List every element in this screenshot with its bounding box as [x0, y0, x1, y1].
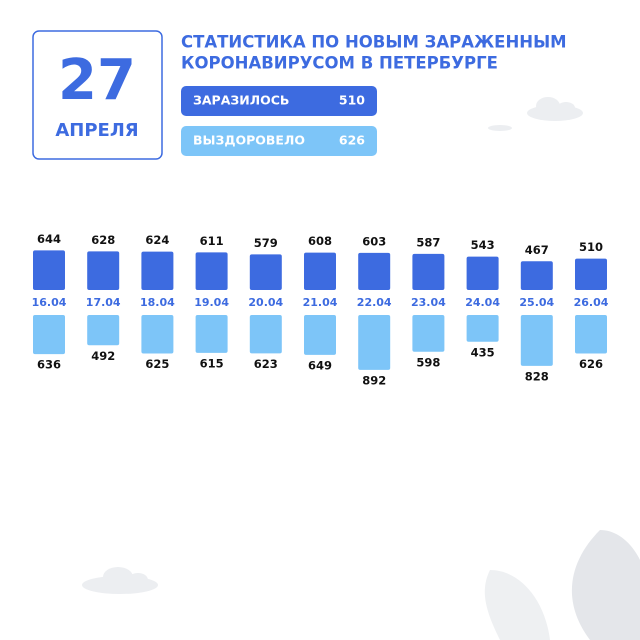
bar [195, 315, 228, 353]
value-label: 587 [416, 235, 440, 249]
bar [141, 315, 174, 354]
x-tick-label: 22.04 [357, 296, 392, 309]
value-label: 579 [254, 236, 278, 250]
value-label: 636 [37, 358, 61, 372]
legend-pill [181, 86, 377, 116]
bar [412, 315, 445, 352]
bar [575, 258, 607, 290]
legend-label: ЗАРАЗИЛОСЬ [193, 93, 289, 108]
legend-label: ВЫЗДОРОВЕЛО [193, 133, 305, 148]
bar [195, 252, 228, 290]
bar [304, 315, 336, 355]
value-label: 598 [416, 355, 440, 369]
value-label: 608 [308, 234, 332, 248]
value-label: 492 [91, 349, 115, 363]
x-tick-label: 16.04 [32, 296, 67, 309]
value-label: 628 [91, 233, 115, 247]
bar [412, 253, 445, 290]
bar [520, 261, 553, 290]
x-tick-label: 17.04 [86, 296, 121, 309]
legend-pill [181, 126, 377, 156]
bar [249, 254, 282, 290]
value-label: 623 [254, 357, 278, 371]
value-label: 543 [471, 238, 495, 252]
bar [358, 252, 391, 290]
bar [33, 315, 65, 355]
value-label: 828 [525, 369, 549, 383]
value-label: 625 [145, 357, 169, 371]
bar [141, 251, 174, 290]
bar [33, 250, 65, 290]
legend-value: 626 [339, 133, 365, 148]
value-label: 467 [525, 243, 549, 257]
plot: 16.04 644 636 17.04 628 492 18.04 624 625 19.04 61… [32, 232, 609, 387]
clouds [82, 97, 583, 594]
x-tick-label: 21.04 [303, 296, 338, 309]
x-tick-label: 26.04 [574, 296, 609, 309]
date-month: АПРЕЛЯ [55, 120, 138, 141]
x-tick-label: 20.04 [248, 296, 283, 309]
value-label: 624 [145, 233, 169, 247]
x-tick-label: 25.04 [519, 296, 554, 309]
value-label: 611 [200, 234, 224, 248]
bar [575, 315, 607, 354]
value-label: 435 [471, 345, 495, 359]
bar [520, 315, 553, 366]
bar [466, 256, 499, 290]
value-label: 603 [362, 234, 386, 248]
x-tick-label: 23.04 [411, 296, 446, 309]
value-label: 510 [579, 240, 603, 254]
value-label: 644 [37, 232, 61, 246]
date-day: 27 [58, 48, 136, 113]
value-label: 615 [200, 356, 224, 370]
title-line: КОРОНАВИРУСОМ В ПЕТЕРБУРГЕ [181, 54, 498, 73]
bar [87, 251, 120, 290]
x-tick-label: 18.04 [140, 296, 175, 309]
value-label: 649 [308, 358, 332, 372]
leaves [484, 530, 640, 640]
value-label: 892 [362, 373, 386, 387]
bar [87, 315, 120, 346]
date-box [32, 30, 163, 160]
legend-value: 510 [339, 93, 365, 108]
title-line: СТАТИСТИКА ПО НОВЫМ ЗАРАЖЕННЫМ [181, 33, 567, 52]
value-label: 626 [579, 357, 603, 371]
x-tick-label: 19.04 [194, 296, 229, 309]
bar [249, 315, 282, 354]
x-tick-label: 24.04 [465, 296, 500, 309]
bar [304, 252, 336, 290]
bar [358, 315, 391, 370]
bar [466, 315, 499, 342]
